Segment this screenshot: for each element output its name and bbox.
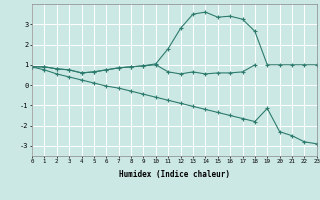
X-axis label: Humidex (Indice chaleur): Humidex (Indice chaleur) <box>119 170 230 179</box>
